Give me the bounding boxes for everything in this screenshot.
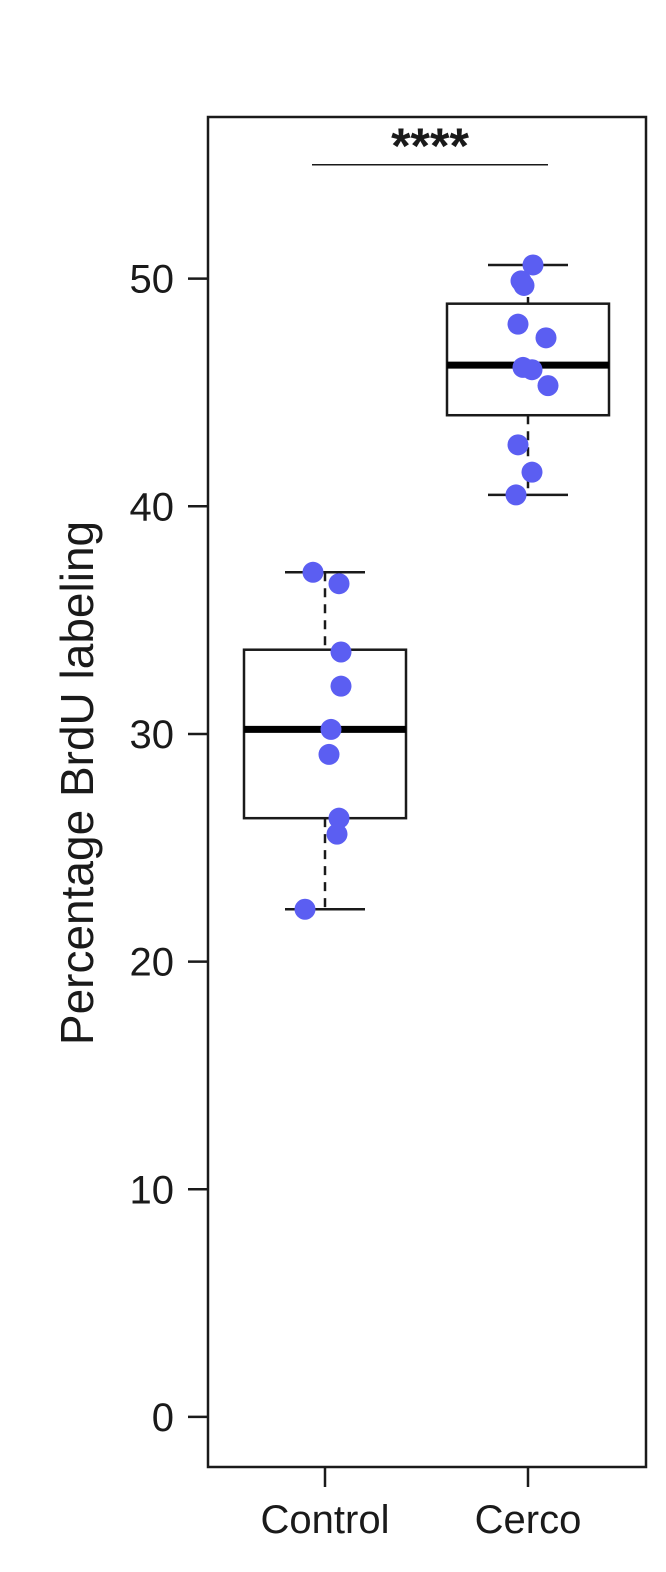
y-axis: 0 10 20 30 40 50	[130, 258, 208, 1440]
data-point	[505, 484, 527, 506]
data-point	[302, 561, 324, 583]
boxes-layer	[242, 263, 611, 911]
data-point	[521, 359, 543, 381]
y-tick-label: 40	[130, 485, 175, 529]
y-tick-label: 20	[130, 941, 175, 985]
data-point	[318, 743, 340, 765]
y-tick-label: 0	[152, 1396, 174, 1440]
significance-annotation: ****	[312, 118, 548, 174]
data-point	[513, 274, 535, 296]
data-point	[535, 327, 557, 349]
data-point	[507, 313, 529, 335]
data-point	[320, 718, 342, 740]
y-tick-label: 30	[130, 713, 175, 757]
data-point	[326, 823, 348, 845]
data-point	[522, 254, 544, 276]
data-point	[330, 641, 352, 663]
y-axis-title: Percentage BrdU labeling	[51, 521, 103, 1045]
plot-frame	[206, 115, 648, 1469]
data-point	[537, 375, 559, 397]
y-tick-label: 50	[130, 258, 175, 302]
data-point	[328, 573, 350, 595]
data-point	[328, 807, 350, 829]
data-point	[330, 675, 352, 697]
x-tick-label: Cerco	[475, 1498, 582, 1542]
y-tick-label: 10	[130, 1168, 175, 1212]
x-tick-label: Control	[261, 1498, 390, 1542]
x-axis: Control Cerco	[261, 1467, 582, 1542]
data-point	[294, 898, 316, 920]
significance-label: ****	[391, 118, 469, 174]
data-point	[521, 461, 543, 483]
points-layer	[294, 254, 559, 920]
data-point	[507, 434, 529, 456]
